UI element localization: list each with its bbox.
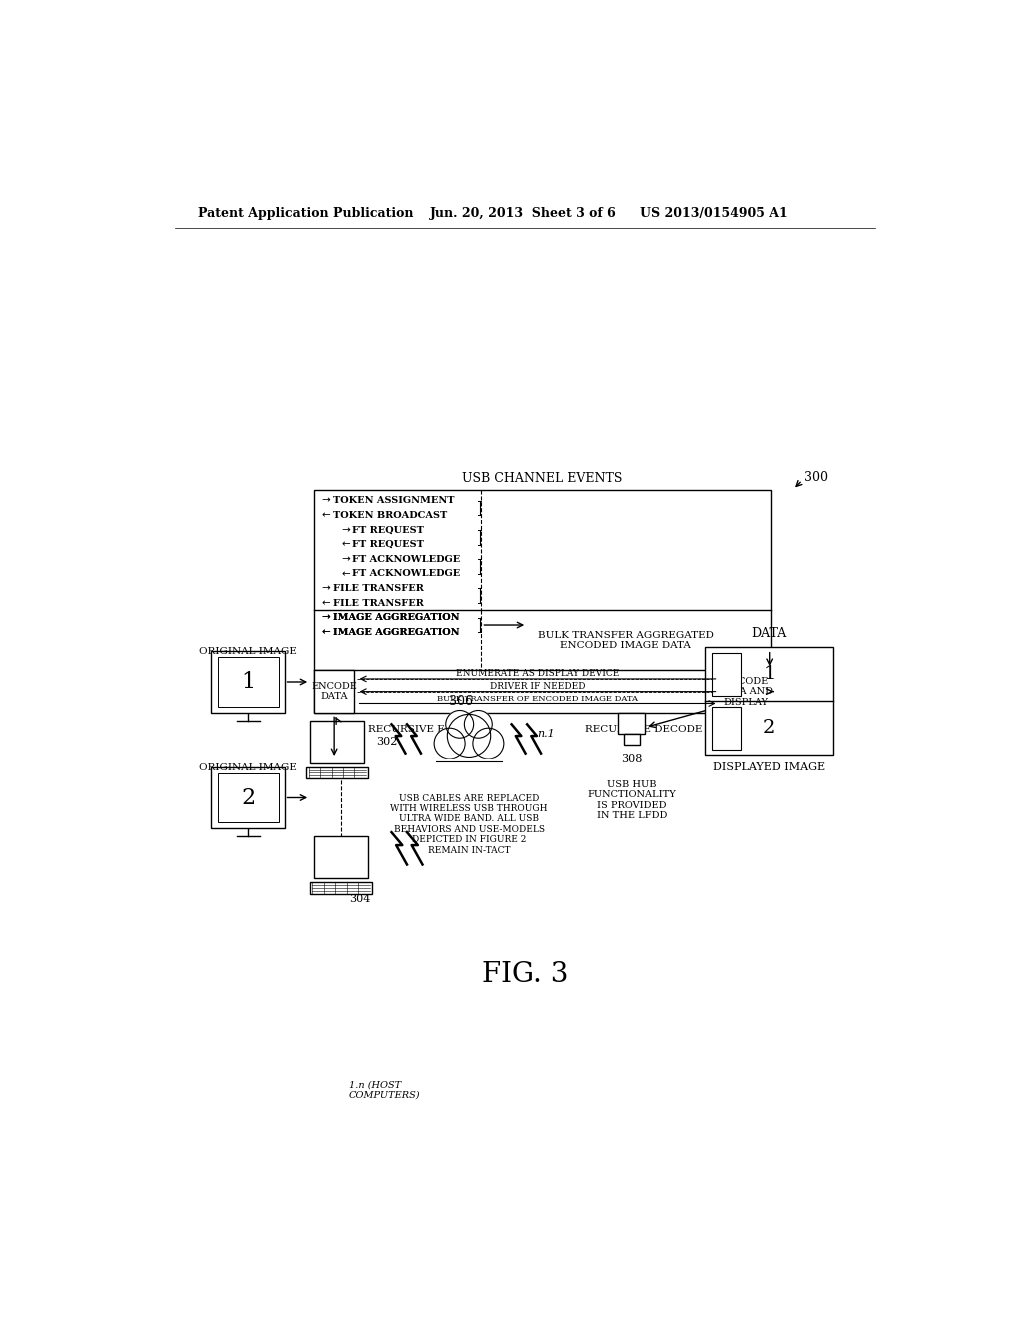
Text: ←: ← — [322, 627, 331, 638]
Bar — [706, 647, 834, 755]
Circle shape — [447, 714, 490, 758]
Text: →: → — [341, 554, 350, 564]
Text: Patent Application Publication: Patent Application Publication — [198, 207, 414, 220]
Text: ←: ← — [341, 540, 350, 549]
Text: 308: 308 — [622, 754, 642, 764]
Text: FT ACKNOWLEDGE: FT ACKNOWLEDGE — [352, 569, 460, 578]
Text: n.1: n.1 — [538, 730, 555, 739]
Bar — [217, 774, 279, 822]
Text: 306: 306 — [450, 694, 473, 708]
Text: USB HUB
FUNCTIONALITY
IS PROVIDED
IN THE LFDD: USB HUB FUNCTIONALITY IS PROVIDED IN THE… — [588, 780, 676, 820]
Text: →: → — [322, 612, 331, 623]
Text: FT REQUEST: FT REQUEST — [352, 525, 424, 535]
Bar — [314, 836, 369, 878]
Bar — [721, 671, 771, 713]
Circle shape — [464, 710, 493, 738]
Text: FT ACKNOWLEDGE: FT ACKNOWLEDGE — [352, 554, 460, 564]
Bar — [211, 767, 285, 829]
Text: Jun. 20, 2013  Sheet 3 of 6: Jun. 20, 2013 Sheet 3 of 6 — [430, 207, 617, 220]
Text: →: → — [322, 583, 331, 594]
Bar — [624, 734, 640, 744]
Bar — [712, 653, 741, 696]
Text: 1.n (HOST
COMPUTERS): 1.n (HOST COMPUTERS) — [349, 1080, 421, 1100]
Text: ENUMERATE AS DISPLAY DEVICE: ENUMERATE AS DISPLAY DEVICE — [456, 669, 620, 678]
Text: US 2013/0154905 A1: US 2013/0154905 A1 — [640, 207, 787, 220]
Text: DRIVER IF NEEDED: DRIVER IF NEEDED — [489, 682, 586, 690]
Text: FT REQUEST: FT REQUEST — [352, 540, 424, 549]
Text: 300: 300 — [804, 471, 827, 484]
Text: 1: 1 — [241, 671, 255, 693]
Text: DISPLAYED IMAGE: DISPLAYED IMAGE — [714, 763, 825, 772]
Text: USB CHANNEL EVENTS: USB CHANNEL EVENTS — [463, 473, 623, 486]
Text: RECURSIVE ENCODE: RECURSIVE ENCODE — [369, 725, 486, 734]
Text: FIG. 3: FIG. 3 — [481, 961, 568, 989]
Text: 304: 304 — [349, 894, 371, 904]
Text: →: → — [341, 525, 350, 535]
Bar — [314, 490, 771, 713]
Text: USB CABLES ARE REPLACED
WITH WIRELESS USB THROUGH
ULTRA WIDE BAND. ALL USB
BEHAV: USB CABLES ARE REPLACED WITH WIRELESS US… — [390, 793, 548, 854]
Text: ENCODE
DATA: ENCODE DATA — [311, 682, 357, 701]
Text: ←: ← — [322, 511, 331, 520]
Bar — [310, 882, 372, 894]
Circle shape — [434, 729, 465, 759]
Text: 2: 2 — [241, 787, 255, 808]
Bar — [310, 721, 365, 763]
Text: →: → — [322, 496, 331, 506]
Text: RECURSIVE DECODE: RECURSIVE DECODE — [586, 725, 702, 734]
Bar — [211, 651, 285, 713]
Bar — [618, 713, 645, 734]
Bar — [217, 657, 279, 706]
Text: 302: 302 — [376, 737, 397, 747]
Circle shape — [445, 710, 474, 738]
Text: TOKEN BROADCAST: TOKEN BROADCAST — [333, 511, 446, 520]
Bar — [306, 767, 369, 779]
Text: IMAGE AGGREGATION: IMAGE AGGREGATION — [333, 614, 459, 622]
Text: ←: ← — [341, 569, 350, 578]
Text: ORIGINAL IMAGE
322: ORIGINAL IMAGE 322 — [200, 647, 297, 667]
Text: 2: 2 — [763, 719, 775, 737]
Text: DECODE
DATA AND
DISPLAY: DECODE DATA AND DISPLAY — [719, 677, 773, 706]
Text: FILE TRANSFER: FILE TRANSFER — [333, 598, 424, 607]
Text: BULK TRANSFER AGGREGATED
ENCODED IMAGE DATA: BULK TRANSFER AGGREGATED ENCODED IMAGE D… — [538, 631, 714, 651]
Text: 1: 1 — [763, 665, 775, 684]
Text: BULK TRANSFER OF ENCODED IMAGE DATA: BULK TRANSFER OF ENCODED IMAGE DATA — [437, 694, 638, 702]
Bar — [314, 671, 354, 713]
Text: IMAGE AGGREGATION: IMAGE AGGREGATION — [333, 628, 459, 636]
Text: TOKEN ASSIGNMENT: TOKEN ASSIGNMENT — [333, 496, 454, 506]
Text: →: → — [322, 612, 331, 623]
Text: ←: ← — [322, 598, 331, 609]
Text: IMAGE AGGREGATION: IMAGE AGGREGATION — [333, 628, 459, 636]
Text: ORIGINAL IMAGE
320: ORIGINAL IMAGE 320 — [200, 763, 297, 783]
Text: DATA: DATA — [752, 627, 786, 640]
Text: IMAGE AGGREGATION: IMAGE AGGREGATION — [333, 614, 459, 622]
Text: FILE TRANSFER: FILE TRANSFER — [333, 583, 424, 593]
Circle shape — [473, 729, 504, 759]
Bar — [712, 706, 741, 750]
Text: ←: ← — [322, 627, 331, 638]
